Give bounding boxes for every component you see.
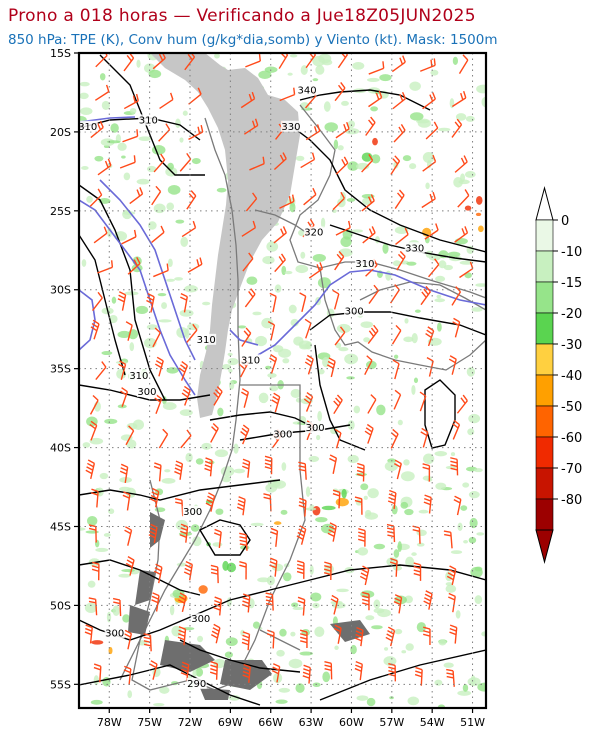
tpe-contours-blue <box>79 116 486 396</box>
contour-label-bg <box>79 120 98 132</box>
contour-label: 310 <box>139 115 158 126</box>
map-title: Prono a 018 horas — Verificando a Jue18Z… <box>8 6 476 26</box>
contour-label: 320 <box>304 228 323 239</box>
contour-label: 300 <box>345 306 364 317</box>
contour-label: 340 <box>298 85 317 96</box>
lon-label: 57W <box>379 716 404 729</box>
contour-label-bg <box>136 385 157 397</box>
contour-label-bg <box>404 242 425 254</box>
lon-label: 78W <box>97 716 122 729</box>
contour-label-bg <box>280 120 301 132</box>
longitude-axis: 78W 75W 72W 69W 66W 63W 60W 57W 54W 51W <box>97 708 485 729</box>
colorbar-segment <box>535 312 554 345</box>
lat-label: 25S <box>50 205 71 218</box>
colorbar-segment <box>535 498 554 531</box>
contour-label: 310 <box>197 335 216 346</box>
colorbar-segment <box>535 250 554 283</box>
colorbar-segment <box>535 219 554 252</box>
colorbar-segment <box>535 374 554 407</box>
contour-label: 310 <box>241 355 260 366</box>
lat-label: 55S <box>50 678 71 691</box>
colorbar-segment <box>535 436 554 469</box>
contour-label: 310 <box>355 259 374 270</box>
contour-label-bg <box>354 258 375 270</box>
contour-label-bg <box>138 114 159 126</box>
lat-lon-grid <box>79 53 486 708</box>
lon-label: 54W <box>420 716 445 729</box>
lat-label: 35S <box>50 363 71 376</box>
colorbar-label: -80 <box>561 493 582 508</box>
contour-label-bg <box>297 84 318 96</box>
contour-label: 300 <box>105 628 124 639</box>
contour-label: 330 <box>281 122 300 133</box>
lat-label: 40S <box>50 442 71 455</box>
lat-label: 15S <box>50 47 71 60</box>
colorbar: 0 -10 -15 -20 -30 -40 -50 -60 -70 -80 <box>535 186 582 564</box>
lon-label: 60W <box>339 716 364 729</box>
terrain-mask-1500m <box>150 53 300 418</box>
lon-label: 51W <box>460 716 485 729</box>
contour-label-bg <box>344 305 365 317</box>
contour-label-bg <box>182 505 203 517</box>
contour-label: 330 <box>405 243 424 254</box>
wind-barbs <box>84 53 474 687</box>
lon-label: 66W <box>258 716 283 729</box>
colorbar-label: -50 <box>561 400 582 415</box>
colorbar-label: -40 <box>561 369 582 384</box>
contour-label: 310 <box>78 122 97 133</box>
colorbar-label: -20 <box>561 307 582 322</box>
colorbar-label: 0 <box>561 214 569 229</box>
contour-label-bg <box>240 354 261 366</box>
contour-label-bg <box>128 370 149 382</box>
lat-label: 20S <box>50 126 71 139</box>
lat-label: 30S <box>50 284 71 297</box>
latitude-axis: 15S 20S 25S 30S 35S 40S 45S 50S 55S <box>50 47 79 691</box>
contour-label: 300 <box>191 614 210 625</box>
colorbar-segment <box>535 467 554 500</box>
colorbar-segment <box>535 343 554 376</box>
contour-label-bg <box>303 226 324 238</box>
contour-label: 310 <box>129 371 148 382</box>
lon-label: 63W <box>299 716 324 729</box>
lat-label: 50S <box>50 599 71 612</box>
contour-label-bg <box>305 422 326 434</box>
colorbar-label: -15 <box>561 276 582 291</box>
lon-label: 72W <box>178 716 203 729</box>
colorbar-label: -30 <box>561 338 582 353</box>
contour-label-bg <box>272 428 293 440</box>
contour-label: 300 <box>306 423 325 434</box>
contour-label-bg <box>186 677 207 689</box>
contour-label: 300 <box>273 430 292 441</box>
contour-labels: 340 330 310 310 320 330 310 300 310 310 310 300 300 3… <box>78 84 425 690</box>
lat-label: 45S <box>50 520 71 533</box>
contour-label: 300 <box>183 507 202 518</box>
colorbar-label: -70 <box>561 462 582 477</box>
colorbar-label: -60 <box>561 431 582 446</box>
lon-label: 69W <box>218 716 243 729</box>
lon-label: 75W <box>137 716 162 729</box>
coastal-islands <box>128 512 370 700</box>
colorbar-bottom-arrow <box>535 529 554 564</box>
colorbar-segment <box>535 281 554 314</box>
contour-label-bg <box>196 333 217 345</box>
contour-label: 290 <box>187 679 206 690</box>
contour-label: 300 <box>137 387 156 398</box>
contour-label-bg <box>190 613 211 625</box>
colorbar-top-arrow <box>535 186 554 221</box>
colorbar-label: -10 <box>561 245 582 260</box>
colorbar-segment <box>535 405 554 438</box>
map-subtitle: 850 hPa: TPE (K), Conv hum (g/kg*dia,som… <box>8 32 498 48</box>
contour-label-bg <box>104 627 125 639</box>
map-frame <box>77 51 488 710</box>
